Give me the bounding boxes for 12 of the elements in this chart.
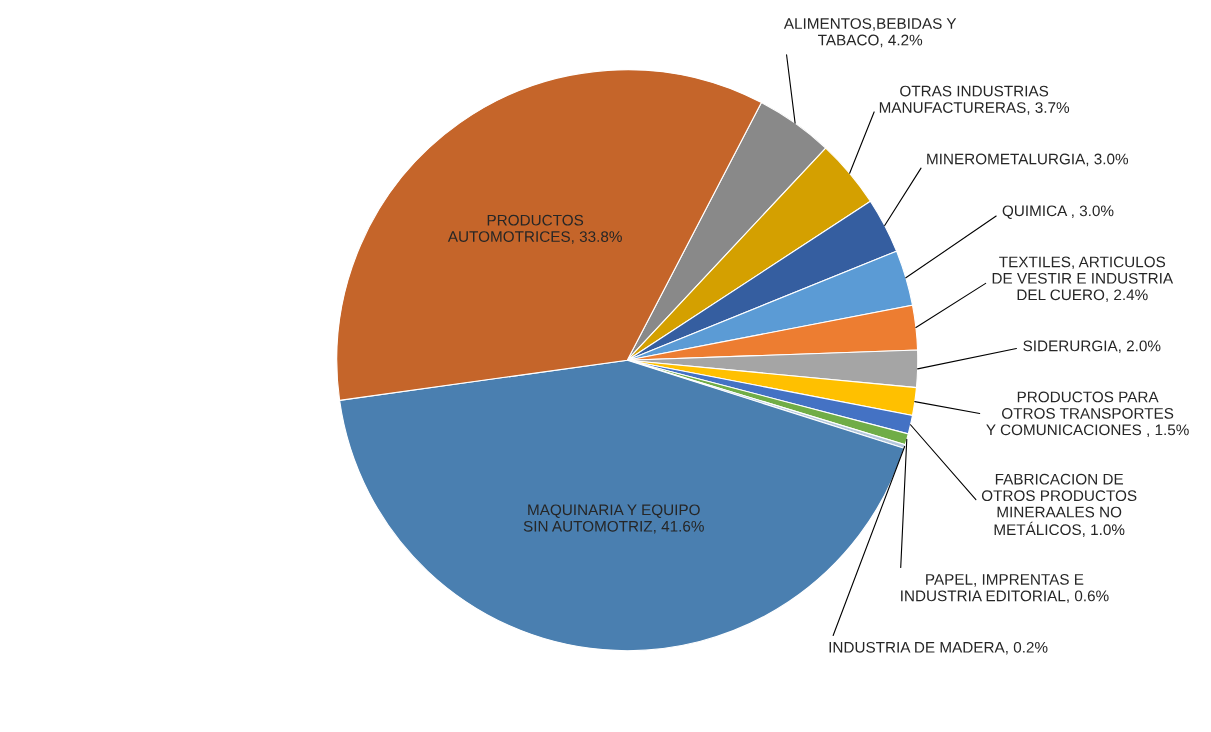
slice-label: TEXTILES, ARTICULOS DE VESTIR E INDUSTRIA DEL CUERO, 2.4% — [992, 256, 1174, 303]
slice-label: FABRICACION DE OTROS PRODUCTOS MINERAALES NO METÁLICOS, 1.0% — [981, 473, 1137, 537]
slice-label: OTRAS INDUSTRIAS MANUFACTURERAS, 3.7% — [879, 85, 1070, 115]
slice-label: PAPEL, IMPRENTAS E INDUSTRIA EDITORIAL, 0.6% — [901, 574, 1109, 604]
slice-label: MAQUINARIA Y EQUIPO SIN AUTOMOTRIZ, 41.6% — [523, 504, 704, 534]
slice-label: QUIMICA , 3.0% — [1002, 205, 1114, 219]
slice-label: ALIMENTOS,BEBIDAS Y TABACO, 4.2% — [783, 18, 957, 48]
slice-label: MINEROMETALURGIA, 3.0% — [927, 153, 1129, 167]
slice-label: INDUSTRIA DE MADERA, 0.2% — [829, 641, 1048, 655]
slice-label: PRODUCTOS AUTOMOTRICES, 33.8% — [447, 214, 622, 244]
slice-label: SIDERURGIA, 2.0% — [1023, 340, 1161, 354]
slice-label: PRODUCTOS PARA OTROS TRANSPORTES Y COMUNICACIONES , 1.5% — [986, 391, 1189, 438]
